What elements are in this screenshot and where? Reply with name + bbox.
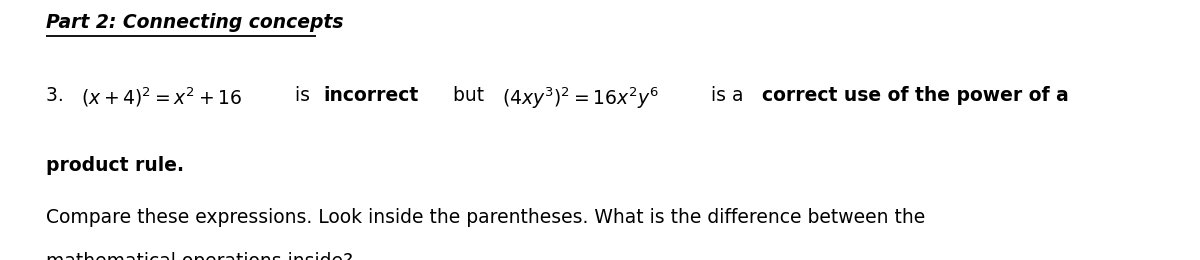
Text: incorrect: incorrect <box>324 86 419 105</box>
Text: product rule.: product rule. <box>46 156 184 175</box>
Text: correct use of the power of a: correct use of the power of a <box>762 86 1069 105</box>
Text: is: is <box>289 86 316 105</box>
Text: Part 2: Connecting concepts: Part 2: Connecting concepts <box>46 13 343 32</box>
Text: Compare these expressions. Look inside the parentheses. What is the difference b: Compare these expressions. Look inside t… <box>46 208 925 227</box>
Text: $(4xy^3)^2 = 16x^2y^6$: $(4xy^3)^2 = 16x^2y^6$ <box>503 86 659 111</box>
Text: but: but <box>446 86 490 105</box>
Text: 3.: 3. <box>46 86 73 105</box>
Text: mathematical operations inside?: mathematical operations inside? <box>46 252 353 260</box>
Text: is a: is a <box>704 86 749 105</box>
Text: $(x + 4)^2 = x^2 + 16$: $(x + 4)^2 = x^2 + 16$ <box>80 86 242 109</box>
